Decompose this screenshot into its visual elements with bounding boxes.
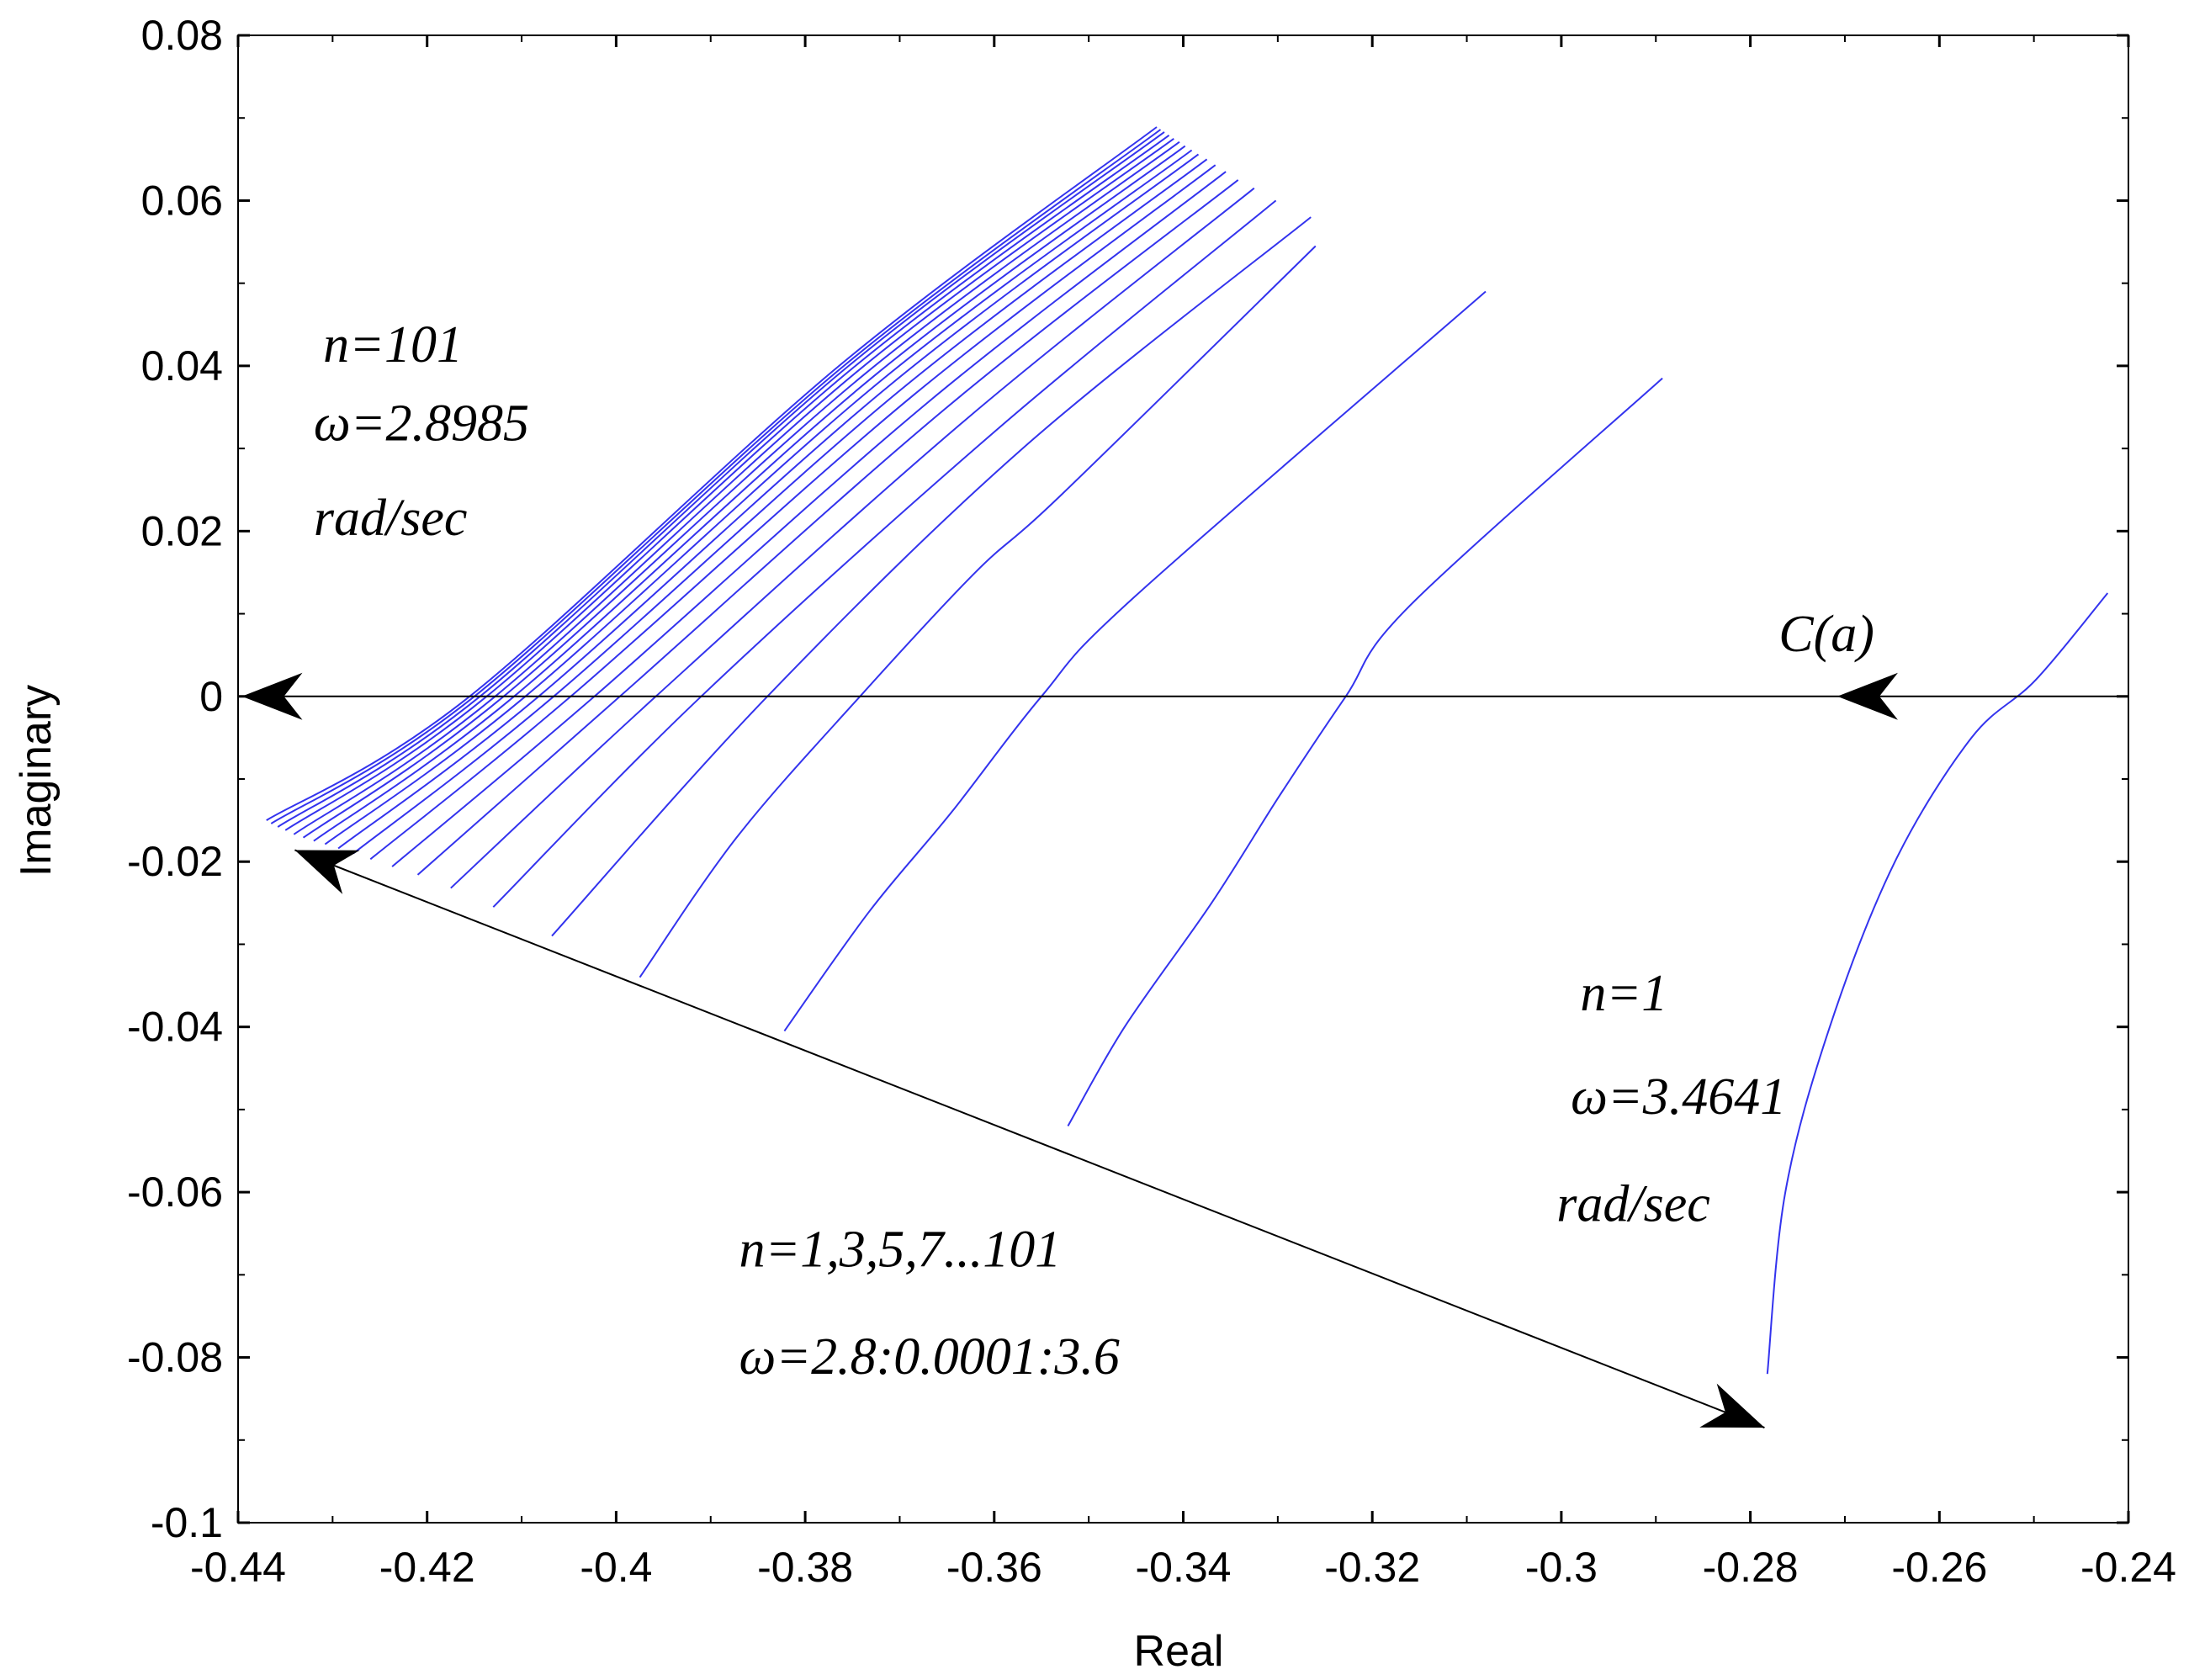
- y-tick-label: -0.06: [127, 1169, 223, 1216]
- annotation-n1-unit: rad/sec: [1556, 1175, 1710, 1232]
- series-line-n-17: [391, 171, 1227, 867]
- y-tick-label: 0.08: [141, 12, 223, 59]
- series-line-n-5: [783, 290, 1487, 1032]
- range-arrowhead-end: [1699, 1383, 1765, 1428]
- series-line-n-27: [313, 145, 1186, 842]
- y-axis-title: Imaginary: [12, 685, 61, 877]
- x-tick-label: -0.32: [1324, 1544, 1420, 1591]
- y-tick-label: 0: [199, 673, 223, 720]
- x-tick-label: -0.24: [2080, 1544, 2176, 1591]
- x-tick-label: -0.42: [379, 1544, 475, 1591]
- series-line-n-13: [450, 187, 1255, 889]
- annotations-layer: n=101 ω=2.8985 rad/sec C(a) n=1 ω=3.4641 rad/s…: [314, 316, 1874, 1386]
- y-tick-label: -0.1: [151, 1499, 223, 1546]
- series-line-n-35: [284, 134, 1170, 831]
- y-tick-label: -0.08: [127, 1334, 223, 1381]
- series-line-n-61: [270, 129, 1162, 824]
- y-tick-label: 0.06: [141, 177, 223, 224]
- y-tick-label: -0.02: [127, 838, 223, 885]
- x-axis-title: Real: [1134, 1627, 1224, 1676]
- series-layer: [266, 126, 2109, 1375]
- annotation-n101-w: ω=2.8985: [314, 395, 529, 452]
- x-tick-label: -0.26: [1891, 1544, 1987, 1591]
- series-line-n-43: [277, 131, 1165, 828]
- annotation-n101-n: n=101: [323, 316, 463, 374]
- x-tick-label: -0.4: [580, 1544, 652, 1591]
- series-line-n-3: [1067, 377, 1663, 1126]
- annotation-n101-unit: rad/sec: [314, 490, 468, 547]
- annotation-ca: C(a): [1778, 606, 1874, 663]
- ticks-layer: -0.44 -0.42 -0.4 -0.38 -0.36 -0.34 -0.32 -0.3 -0…: [127, 12, 2176, 1591]
- series-line-n-7: [639, 245, 1317, 978]
- x-tick-label: -0.36: [946, 1544, 1042, 1591]
- series-line-n-1: [1766, 592, 2109, 1375]
- x-tick-label: -0.28: [1703, 1544, 1799, 1591]
- range-arrowhead-start: [294, 850, 360, 894]
- annotation-range-w: ω=2.8:0.0001:3.6: [739, 1328, 1119, 1386]
- series-line-n-19: [369, 164, 1216, 861]
- series-line-n-9: [551, 216, 1312, 937]
- series-line-n-23: [337, 153, 1200, 850]
- annotation-n1-w: ω=3.4641: [1571, 1068, 1786, 1126]
- reference-layer: [238, 672, 2128, 1428]
- range-arrow-line: [294, 849, 1765, 1428]
- x-tick-label: -0.3: [1525, 1544, 1598, 1591]
- arrowhead-c-a: [1837, 672, 1898, 720]
- series-line-n-101: [266, 126, 1158, 821]
- series-line-n-29: [302, 140, 1180, 839]
- x-tick-label: -0.44: [190, 1544, 286, 1591]
- y-tick-label: -0.04: [127, 1004, 223, 1051]
- series-line-n-31: [293, 137, 1174, 835]
- series-line-n-15: [416, 179, 1239, 876]
- series-line-n-21: [352, 158, 1208, 855]
- annotation-range-n: n=1,3,5,7...101: [739, 1222, 1061, 1279]
- series-line-n-25: [324, 149, 1193, 845]
- arrowhead-axis-end: [241, 672, 303, 720]
- series-line-n-11: [492, 199, 1277, 908]
- x-tick-label: -0.34: [1136, 1544, 1232, 1591]
- x-tick-label: -0.38: [757, 1544, 853, 1591]
- y-tick-label: 0.04: [141, 342, 223, 390]
- y-tick-label: 0.02: [141, 507, 223, 554]
- annotation-n1-n: n=1: [1580, 965, 1667, 1022]
